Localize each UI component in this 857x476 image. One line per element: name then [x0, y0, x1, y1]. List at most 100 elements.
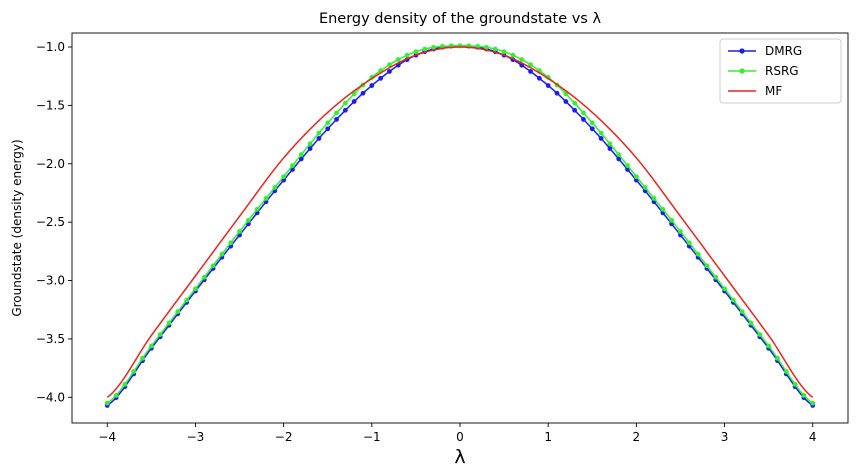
x-tick-label: 1 [544, 430, 552, 444]
data-point-rsrg [801, 392, 807, 398]
x-axis: −4 −3 −2 −1 0 1 2 3 4 [98, 423, 817, 444]
x-axis-label: λ [454, 446, 465, 468]
y-tick-label: −4.0 [36, 390, 65, 404]
data-point-rsrg [201, 274, 207, 280]
data-point-dmrg [342, 107, 348, 113]
data-point-rsrg [528, 62, 533, 68]
data-point-rsrg [272, 185, 278, 190]
plot-area [71, 32, 849, 424]
data-point-rsrg [748, 320, 754, 326]
data-point-rsrg [642, 185, 648, 190]
x-tick-label: 2 [633, 430, 641, 444]
data-point-rsrg [651, 195, 657, 201]
data-point-rsrg [228, 240, 234, 246]
y-tick-label: −3.0 [36, 274, 65, 288]
data-point-rsrg [334, 110, 339, 116]
data-point-rsrg [298, 152, 304, 158]
data-point-rsrg [660, 206, 666, 212]
data-point-dmrg [572, 107, 578, 113]
data-point-dmrg [351, 99, 357, 104]
data-point-rsrg [307, 141, 313, 147]
data-point-rsrg [730, 297, 736, 303]
data-point-rsrg [519, 57, 525, 62]
data-point-dmrg [563, 99, 569, 104]
data-point-rsrg [140, 355, 145, 361]
data-point-rsrg [237, 229, 242, 234]
y-tick-label: −1.0 [36, 40, 65, 54]
data-point-rsrg [625, 163, 630, 169]
legend-label-dmrg: DMRG [765, 44, 802, 58]
data-point-dmrg [598, 136, 604, 141]
data-point-rsrg [757, 332, 763, 337]
data-point-rsrg [492, 46, 498, 52]
legend-label-mf: MF [765, 84, 782, 98]
x-tick-label: 3 [721, 430, 729, 444]
data-point-rsrg [387, 62, 392, 68]
data-point-rsrg [316, 130, 322, 136]
data-point-dmrg [307, 146, 313, 151]
chart-title: Energy density of the groundstate vs λ [319, 11, 602, 27]
data-point-rsrg [113, 392, 119, 398]
data-point-rsrg [131, 369, 137, 374]
data-point-rsrg [395, 57, 401, 62]
y-axis-label: Groundstate (density energy) [10, 139, 24, 316]
data-point-dmrg [616, 156, 622, 162]
y-tick-label: −2.5 [36, 215, 65, 229]
series-line-mf [106, 46, 814, 398]
data-point-rsrg [484, 44, 489, 50]
legend: DMRG RSRG MF [719, 38, 842, 104]
x-tick-label: −4 [98, 430, 116, 444]
data-point-rsrg [766, 343, 772, 349]
data-point-rsrg [342, 100, 348, 106]
data-point-rsrg [175, 309, 181, 314]
data-point-dmrg [360, 90, 366, 96]
data-point-rsrg [263, 195, 269, 201]
data-point-rsrg [686, 240, 692, 246]
data-point-dmrg [581, 116, 586, 122]
data-point-rsrg [581, 110, 586, 116]
data-point-rsrg [501, 49, 507, 55]
data-point-rsrg [404, 52, 410, 58]
data-point-rsrg [281, 174, 287, 180]
data-point-dmrg [369, 83, 375, 88]
data-point-rsrg [713, 274, 719, 280]
data-point-rsrg [325, 120, 331, 126]
legend-marker-rsrg [739, 68, 745, 74]
data-point-rsrg [572, 100, 578, 106]
data-point-rsrg [122, 381, 128, 387]
data-point-rsrg [633, 174, 639, 180]
data-point-rsrg [157, 332, 163, 337]
data-point-rsrg [510, 52, 516, 58]
legend-label-rsrg: RSRG [765, 64, 799, 78]
data-point-rsrg [254, 206, 260, 212]
data-point-rsrg [219, 251, 225, 257]
data-point-rsrg [616, 152, 622, 158]
data-point-dmrg [298, 156, 304, 162]
data-point-rsrg [104, 400, 110, 406]
data-point-dmrg [589, 126, 595, 132]
data-point-rsrg [722, 286, 727, 292]
data-point-dmrg [334, 116, 339, 122]
data-point-rsrg [783, 369, 789, 374]
data-point-rsrg [810, 400, 816, 406]
data-point-rsrg [792, 381, 798, 387]
data-point-dmrg [387, 69, 392, 74]
y-tick-label: −3.5 [36, 332, 65, 346]
data-point-rsrg [290, 163, 295, 169]
data-point-rsrg [607, 141, 613, 147]
data-point-rsrg [245, 217, 251, 223]
data-point-rsrg [695, 251, 701, 257]
legend-marker-dmrg [739, 48, 745, 54]
data-point-rsrg [193, 286, 198, 292]
x-tick-label: −2 [275, 430, 293, 444]
data-point-dmrg [554, 90, 560, 96]
data-point-rsrg [413, 49, 419, 55]
legend-box [719, 38, 842, 104]
data-point-rsrg [678, 229, 683, 234]
x-tick-label: −3 [187, 430, 205, 444]
data-point-rsrg [431, 44, 436, 50]
data-point-dmrg [607, 146, 613, 151]
y-tick-label: −1.5 [36, 98, 65, 112]
data-point-rsrg [669, 217, 675, 223]
data-point-rsrg [739, 309, 745, 314]
